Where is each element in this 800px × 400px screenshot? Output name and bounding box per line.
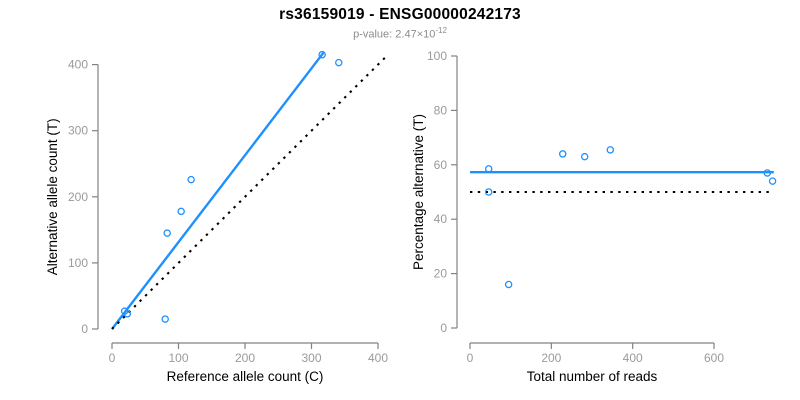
- y-tick-label: 100: [68, 256, 88, 270]
- data-point: [768, 177, 777, 185]
- x-axis-title: Reference allele count (C): [167, 369, 324, 384]
- data-point: [763, 169, 772, 177]
- y-tick-label: 300: [68, 124, 88, 138]
- data-point: [187, 175, 195, 184]
- y-axis-title: Percentage alternative (T): [411, 114, 426, 270]
- data-point: [335, 58, 343, 67]
- data-point: [177, 207, 185, 216]
- x-tick-label: 200: [235, 351, 255, 365]
- data-point: [318, 50, 326, 59]
- y-tick-label: 200: [68, 190, 88, 204]
- identity-line: [111, 54, 389, 330]
- figure-title: rs36159019 - ENSG00000242173: [279, 6, 521, 23]
- data-point: [484, 188, 493, 196]
- x-tick-label: 600: [704, 351, 724, 365]
- y-tick-label: 40: [434, 212, 448, 226]
- data-point: [123, 310, 132, 318]
- x-tick-label: 400: [623, 351, 643, 365]
- y-tick-label: 400: [68, 58, 88, 72]
- x-tick-label: 400: [368, 351, 388, 365]
- figure-subtitle: p-value: 2.47×10-12: [0, 26, 800, 41]
- x-tick-label: 300: [301, 351, 321, 365]
- y-tick-label: 80: [434, 103, 448, 117]
- y-tick-label: 20: [434, 267, 448, 281]
- y-tick-label: 0: [440, 321, 447, 335]
- y-axis-title: Alternative allele count (T): [45, 118, 60, 275]
- x-tick-label: 0: [467, 351, 474, 365]
- data-point: [161, 315, 169, 323]
- y-tick-label: 0: [81, 322, 88, 336]
- fitted-ratio-line: [111, 51, 325, 330]
- y-tick-label: 60: [434, 158, 448, 172]
- data-point: [558, 150, 567, 158]
- x-tick-label: 100: [168, 351, 188, 365]
- data-point: [580, 152, 589, 161]
- figure-header: rs36159019 - ENSG00000242173 p-value: 2.…: [0, 6, 800, 41]
- data-point: [484, 165, 493, 173]
- x-tick-label: 0: [109, 351, 116, 365]
- data-point: [163, 229, 171, 237]
- pvalue-exponent: -12: [435, 26, 447, 35]
- pvalue-base: 2.47×10: [395, 28, 436, 41]
- data-point: [504, 280, 513, 289]
- y-tick-label: 100: [427, 49, 447, 63]
- x-tick-label: 200: [541, 351, 561, 365]
- pvalue-label: p-value:: [353, 28, 396, 41]
- x-axis-title: Total number of reads: [527, 369, 658, 384]
- data-point: [606, 146, 615, 154]
